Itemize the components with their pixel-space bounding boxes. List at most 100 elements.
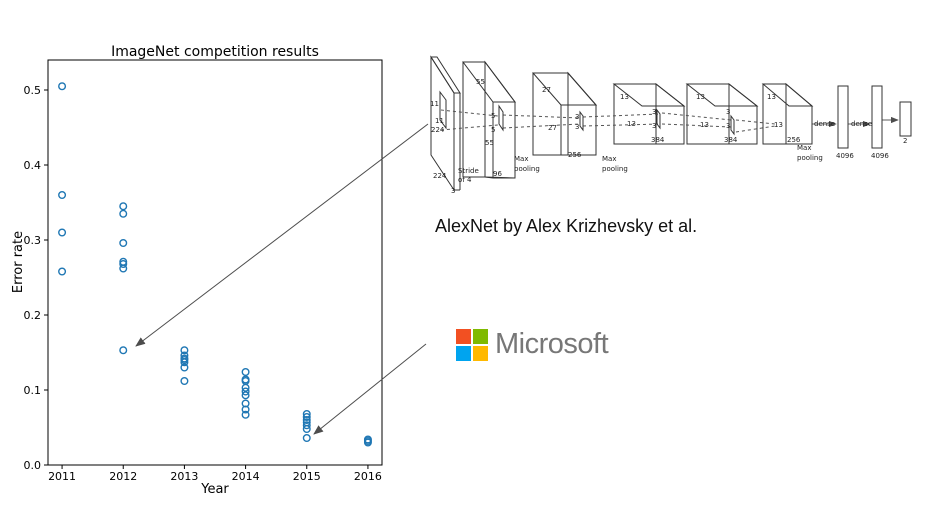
logo-square-yellow [473,345,488,361]
connector-dash [735,125,776,133]
diagram-label: dense [851,120,872,128]
data-point [119,260,128,269]
data-point [241,410,250,419]
plot-frame [47,59,383,466]
diagram-label: 384 [724,136,738,144]
diagram-label: 224 [431,126,445,134]
y-tick-label: 0.4 [24,159,42,172]
data-point [58,190,67,199]
conv1-side [484,60,516,179]
y-tick-label: 0.1 [24,384,42,397]
diagram-label: 27 [542,86,551,94]
diagram-label: dense [814,120,835,128]
data-point [302,421,311,430]
diagram-label: pooling [797,154,823,162]
diagram-label: 13 [696,93,705,101]
conv4-box-side [728,82,758,145]
logo-square-blue [456,345,471,361]
diagram-label: of 4 [458,176,472,184]
data-point [58,228,67,237]
alexnet-pointer-arrow [135,123,429,347]
kernel-glyph [656,108,661,130]
diagram-label: 96 [493,170,502,178]
conv1-edge [484,176,494,179]
data-point [180,377,189,386]
data-point [241,383,250,392]
microsoft-pointer-arrow [313,343,427,435]
diagram-label: 27 [548,124,557,132]
connector-dash [661,123,732,128]
y-tick-label: 0.5 [24,84,42,97]
diagram-label: Max [602,155,616,163]
diagram-label: 3 [652,108,656,116]
diagram-label: 2 [903,137,907,145]
microsoft-logo: Microsoft [456,328,609,361]
data-point [363,438,372,447]
diagram-label: 11 [435,117,444,125]
connector-dash [582,113,661,118]
data-point [302,413,311,422]
diagram-label: 4096 [836,152,854,160]
alexnet-caption: AlexNet by Alex Krizhevsky et al. [435,216,698,236]
connector-dash [661,112,732,121]
x-tick-label: 2015 [293,470,321,483]
diagram-label: pooling [514,165,540,173]
diagram-label: 3 [575,113,579,121]
data-point [119,238,128,247]
x-tick-label: 2016 [354,470,382,483]
data-point [302,434,311,443]
data-point [180,346,189,355]
y-tick-label: 0.2 [24,309,42,322]
connector-dash [502,123,581,129]
data-point [241,391,250,400]
x-tick-label: 2012 [109,470,137,483]
x-tick-label: 2011 [48,470,76,483]
data-point [119,202,128,211]
input-layer-depth [430,56,461,94]
connector-dash [440,109,499,117]
chart-title: ImageNet competition results [111,44,319,60]
logo-square-red [456,328,471,344]
y-tick-label: 0.3 [24,234,42,247]
diagram-label: 3 [451,187,455,195]
dense2-bar [871,85,883,149]
data-point [241,387,250,396]
data-point [241,405,250,414]
data-point [119,264,128,273]
diagram-label: 11 [430,100,439,108]
data-point [241,368,250,377]
data-point [58,267,67,276]
diagram-label: Max [514,155,528,163]
microsoft-windows-icon [456,328,488,361]
data-point [180,358,189,367]
logo-square-green [473,328,488,344]
diagram-label: 3 [726,122,730,130]
dense1-bar [837,85,849,149]
diagram-label: 13 [774,121,783,129]
diagram-label: 224 [433,172,447,180]
diagram-label: 55 [476,78,485,86]
diagram-label: 3 [652,122,656,130]
kernel-glyph [439,90,447,130]
diagram-label: 3 [726,108,730,116]
diagram-label: 5 [491,112,495,120]
diagram-label: 13 [627,120,636,128]
diagram-label: 4096 [871,152,889,160]
conv5-box-side [785,82,813,145]
output-bar [899,101,912,137]
connector-dash [502,114,581,119]
data-point [58,82,67,91]
diagram-label: 256 [787,136,801,144]
diagram-label: Stride [458,167,479,175]
diagram-label: Max [797,144,811,152]
x-tick-label: 2014 [232,470,260,483]
data-point [302,425,311,434]
y-tick-label: 0.0 [24,459,42,472]
connector-dash [440,124,499,131]
diagram-label: 13 [767,93,776,101]
conv4-box-front [686,83,730,145]
kernel-glyph [579,110,584,132]
diagram-label: pooling [602,165,628,173]
